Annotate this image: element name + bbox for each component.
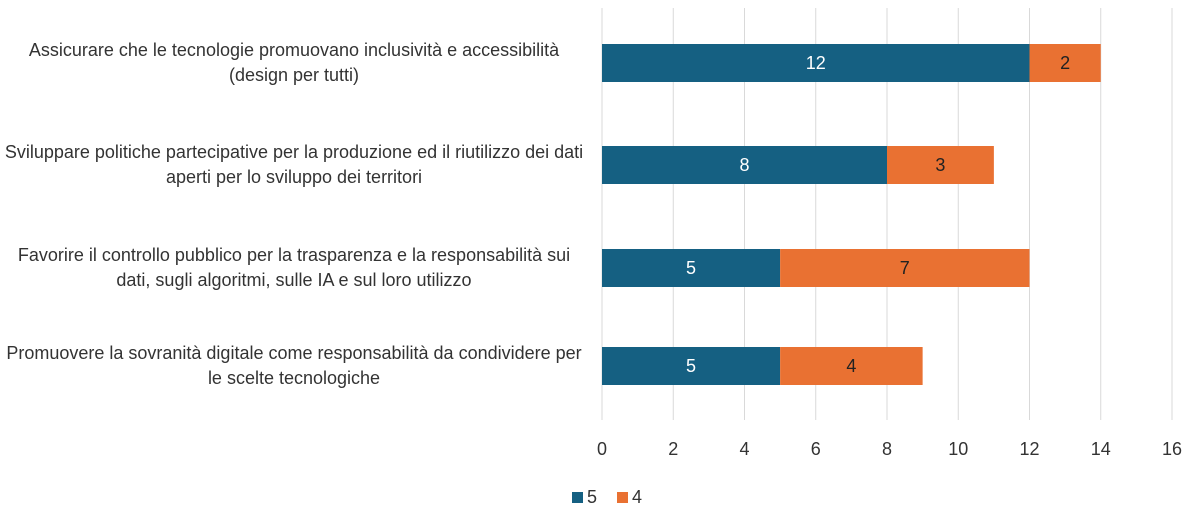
data-label: 12 (806, 53, 826, 73)
x-tick-label: 10 (948, 439, 968, 459)
y-tick-label: Sviluppare politiche partecipative per l… (4, 142, 584, 187)
x-tick-label: 4 (739, 439, 749, 459)
legend-label: 4 (632, 487, 642, 507)
bar-segment (602, 146, 887, 184)
bar-segment (887, 146, 994, 184)
data-label: 2 (1060, 53, 1070, 73)
x-tick-label: 14 (1091, 439, 1111, 459)
data-label: 5 (686, 356, 696, 376)
y-tick-label: Assicurare che le tecnologie promuovano … (28, 40, 560, 85)
x-tick-label: 8 (882, 439, 892, 459)
bar-segment (602, 249, 781, 287)
x-tick-label: 6 (811, 439, 821, 459)
y-tick-label: Favorire il controllo pubblico per la tr… (17, 245, 571, 290)
data-label: 4 (846, 356, 856, 376)
x-tick-label: 12 (1019, 439, 1039, 459)
bar-segment (780, 347, 923, 385)
bar-segment (1029, 44, 1101, 82)
legend-swatch (617, 492, 628, 503)
bar-segment (780, 249, 1030, 287)
legend-swatch (572, 492, 583, 503)
data-label: 5 (686, 258, 696, 278)
x-tick-label: 16 (1162, 439, 1182, 459)
bar-segment (602, 347, 781, 385)
bar-segment (602, 44, 1030, 82)
y-tick-label: Promuovere la sovranità digitale come re… (6, 343, 582, 388)
x-tick-label: 2 (668, 439, 678, 459)
legend-label: 5 (587, 487, 597, 507)
data-label: 7 (900, 258, 910, 278)
data-label: 3 (935, 155, 945, 175)
data-label: 8 (739, 155, 749, 175)
x-tick-label: 0 (597, 439, 607, 459)
